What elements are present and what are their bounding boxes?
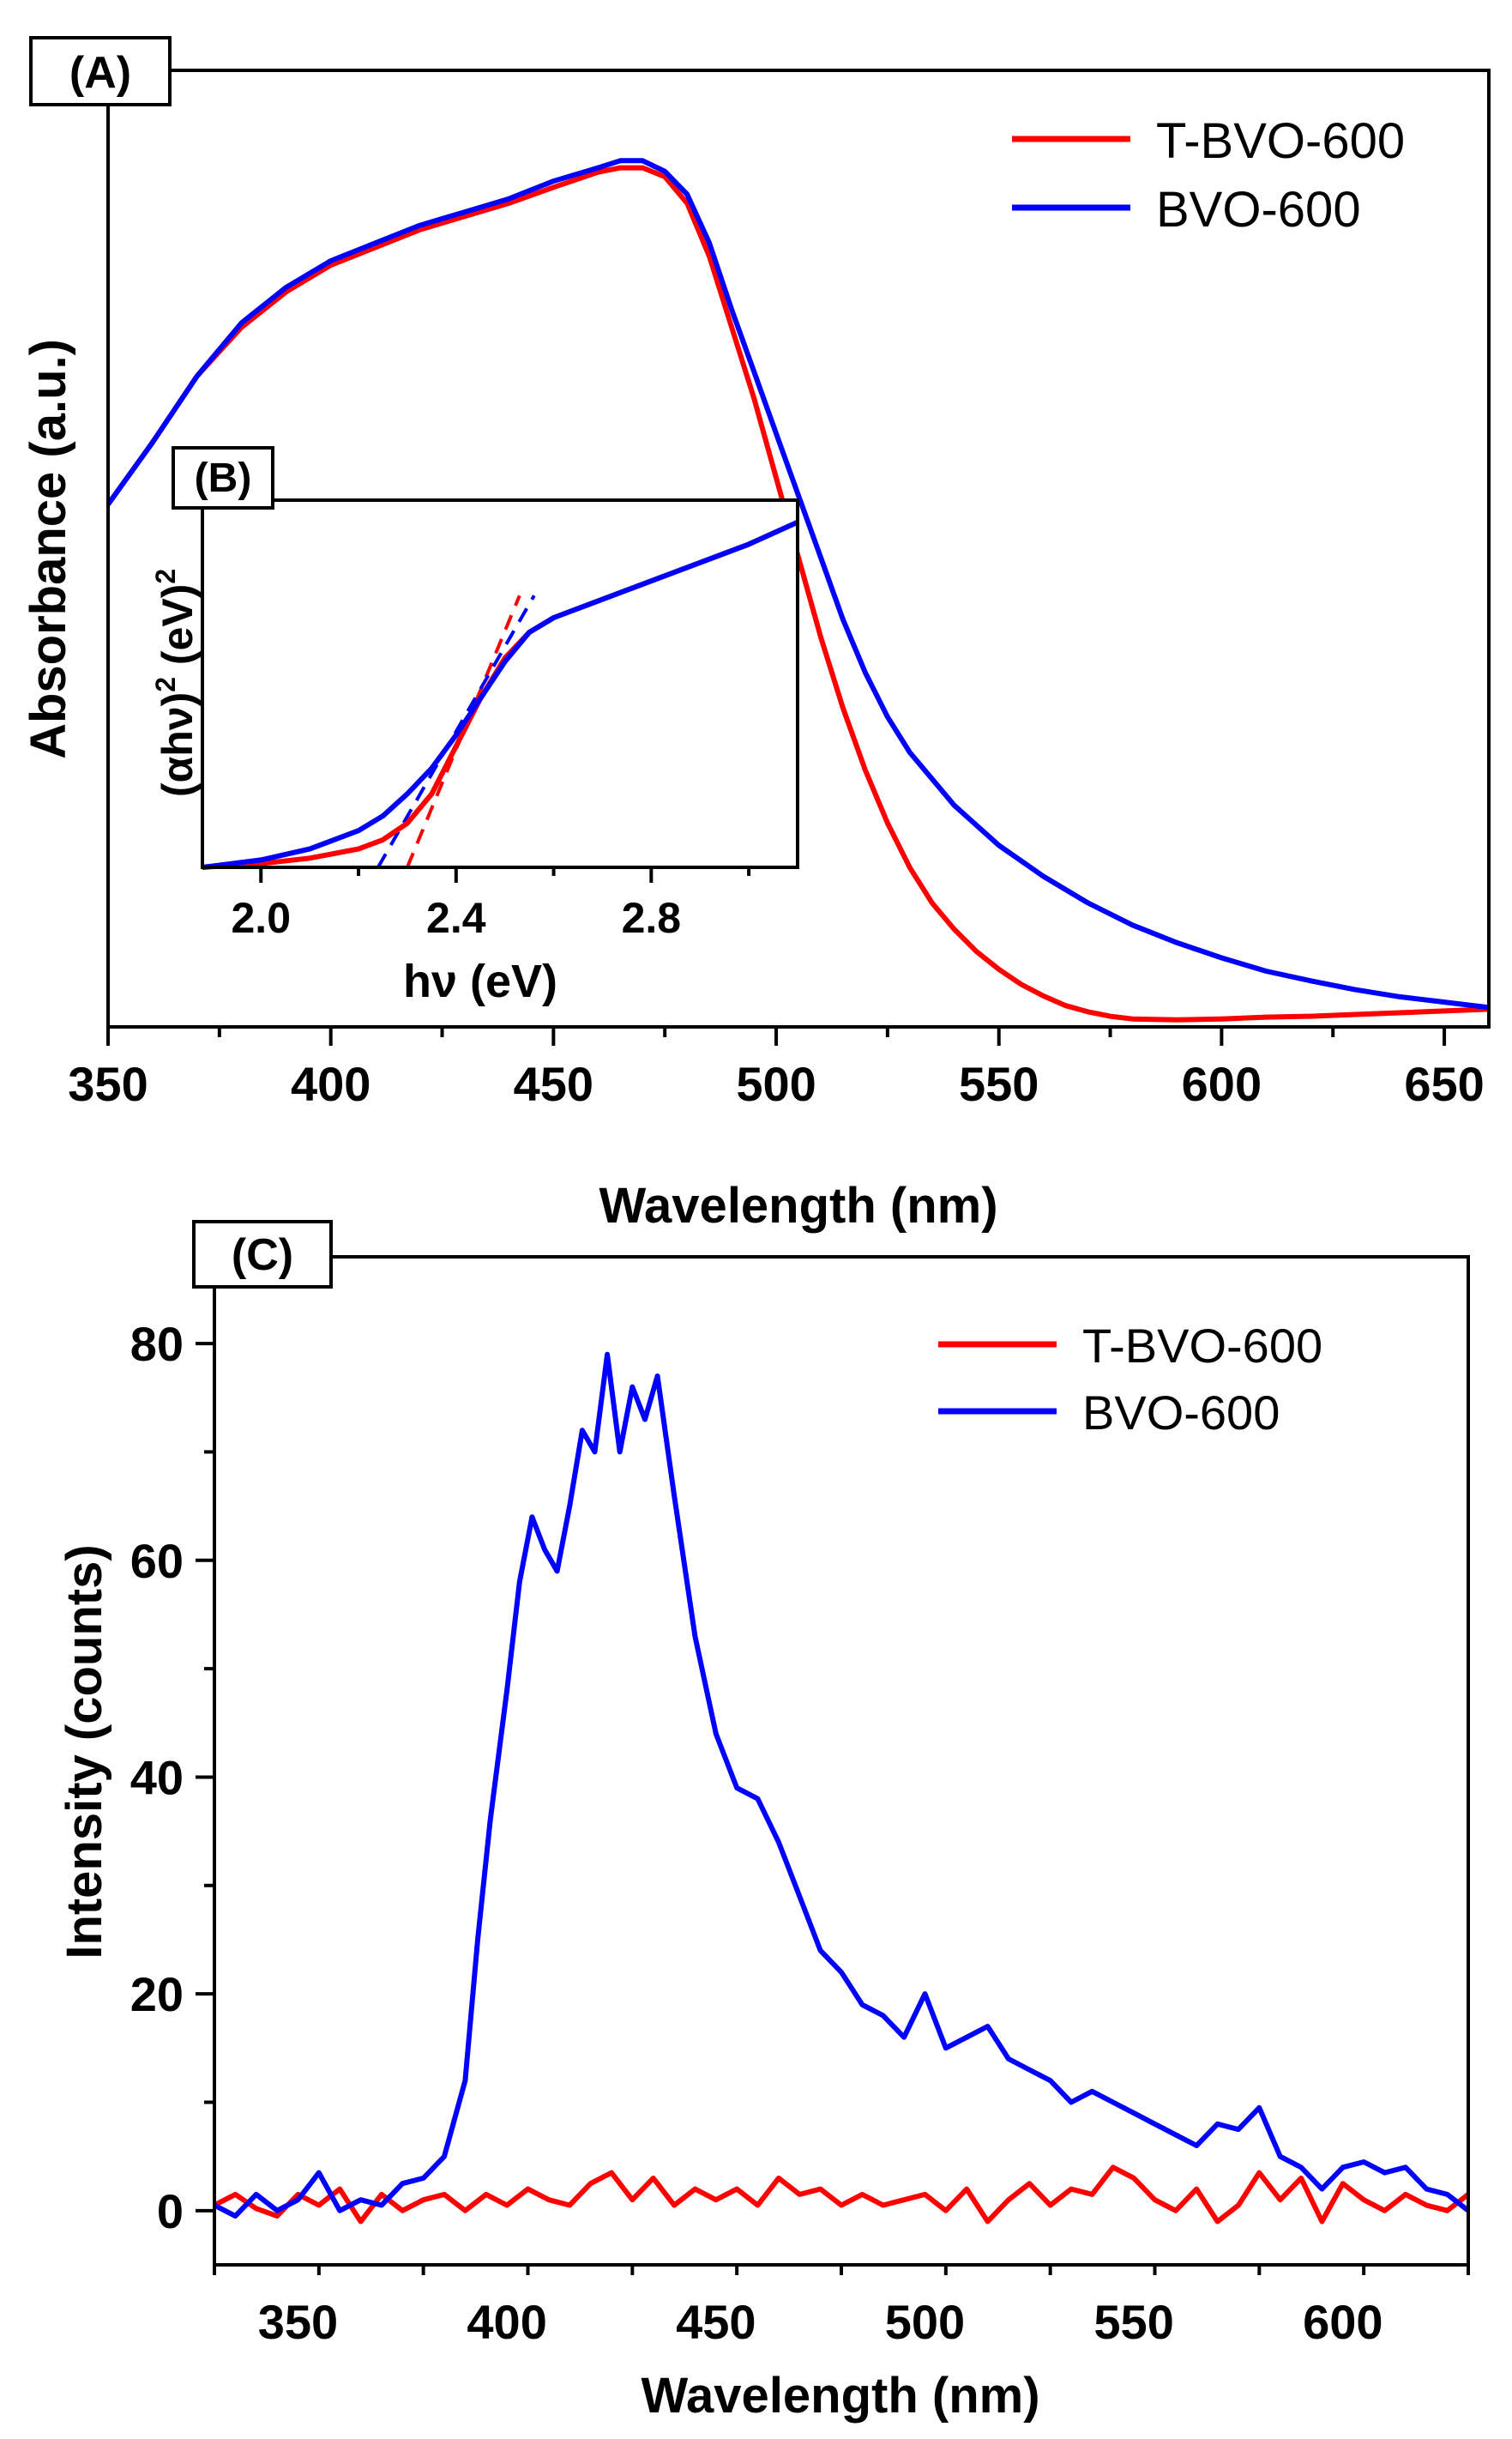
panel-b-x-tick-labels: 2.0 2.4 2.8 [232,894,682,942]
panel-c-label-box [192,1220,333,1289]
y-tick-label-20: 20 [130,1967,184,2021]
panel-a-plot-area [105,158,1490,1023]
series-line-t-bvo-600 [213,2164,1470,2225]
panel-c-label: (C) [232,1230,293,1280]
panel-b-ylabel-base: (αhν) [154,692,202,797]
panel-b-label: (B) [195,456,252,501]
panel-a-absorbance-chart: 350 400 450 500 550 600 650 Wavelength (nm) Ab… [21,36,1491,1234]
panel-a-y-axis-label: Absorbance (a.u.) [21,339,76,759]
panel-b-ylabel-exponent-1: 2 [150,677,181,692]
panel-b-plot-area [202,519,799,870]
panel-c-ticks [196,1342,1470,2275]
tangent-line-t-bvo-600 [406,595,521,868]
x-tick-label-350: 350 [68,1057,148,1111]
x-tick-label-400: 400 [291,1057,370,1111]
panel-a-legend: T-BVO-600 BVO-600 [1012,113,1405,238]
panel-c-frame [213,1255,1470,2267]
panel-a-label: (A) [69,48,131,98]
y-tick-label-60: 60 [130,1534,184,1588]
panel-c-intensity-chart: 350 400 450 500 550 600 0 20 40 60 80 Wavelength … [57,1220,1470,2424]
x-tick-label-450: 450 [676,2295,756,2349]
y-tick-label-40: 40 [130,1750,184,1804]
x-tick-label-450: 450 [514,1057,593,1111]
panel-c-y-tick-labels: 0 20 40 60 80 [130,1317,184,2238]
panel-b-frame [201,498,799,869]
panel-b-ylabel-exponent-2: 2 [150,569,181,584]
panel-b-x-axis-label: hν (eV) [403,956,557,1007]
x-tick-label-600: 600 [1182,1057,1262,1111]
panel-c-x-axis-label: Wavelength (nm) [641,2368,1039,2424]
panel-b-inset-chart: 2.0 2.4 2.8 hν (eV) (αhν)2 (eV)2 (B) [150,446,799,1007]
panel-c-x-tick-labels: 350 400 450 500 550 600 [258,2295,1383,2349]
y-tick-label-0: 0 [157,2184,184,2238]
x-tick-label-550: 550 [1093,2295,1173,2349]
x-tick-label-400: 400 [467,2295,546,2349]
x-tick-label-2-8: 2.8 [622,894,682,942]
series-line-t-bvo-600 [105,165,1490,1023]
panel-c-legend: T-BVO-600 BVO-600 [938,1319,1322,1440]
series-line-bvo-600 [213,1351,1470,2219]
panel-b-background [202,500,798,867]
panel-b-ylabel-unit: (eV) [154,584,202,677]
legend-label-t-bvo-600: T-BVO-600 [1156,113,1405,169]
y-tick-label-80: 80 [130,1317,184,1371]
panel-b-label-box [172,446,274,510]
x-tick-label-650: 650 [1404,1057,1484,1111]
x-tick-label-2-4: 2.4 [426,894,486,942]
panel-c-y-axis-label: Intensity (counts) [57,1544,112,1959]
panel-c-plot-area [213,1351,1470,2225]
x-tick-label-350: 350 [258,2295,338,2349]
x-tick-label-550: 550 [959,1057,1039,1111]
x-tick-label-2-0: 2.0 [232,894,292,942]
panel-a-x-tick-labels: 350 400 450 500 550 600 650 [68,1057,1485,1111]
x-tick-label-600: 600 [1303,2295,1382,2349]
panel-a-label-box [29,36,172,106]
panel-b-ticks [259,867,751,883]
inset-series-line-bvo-600 [202,519,799,870]
panel-a-frame [106,69,1491,1029]
panel-b-y-axis-label: (αhν)2 (eV)2 [150,569,202,797]
panel-a-x-axis-label: Wavelength (nm) [599,1178,997,1234]
x-tick-label-500: 500 [885,2295,965,2349]
x-tick-label-500: 500 [736,1057,816,1111]
legend-label-bvo-600: BVO-600 [1156,182,1361,238]
series-line-bvo-600 [105,158,1490,1011]
legend-label-t-bvo-600: T-BVO-600 [1082,1319,1322,1373]
legend-label-bvo-600: BVO-600 [1082,1386,1280,1440]
